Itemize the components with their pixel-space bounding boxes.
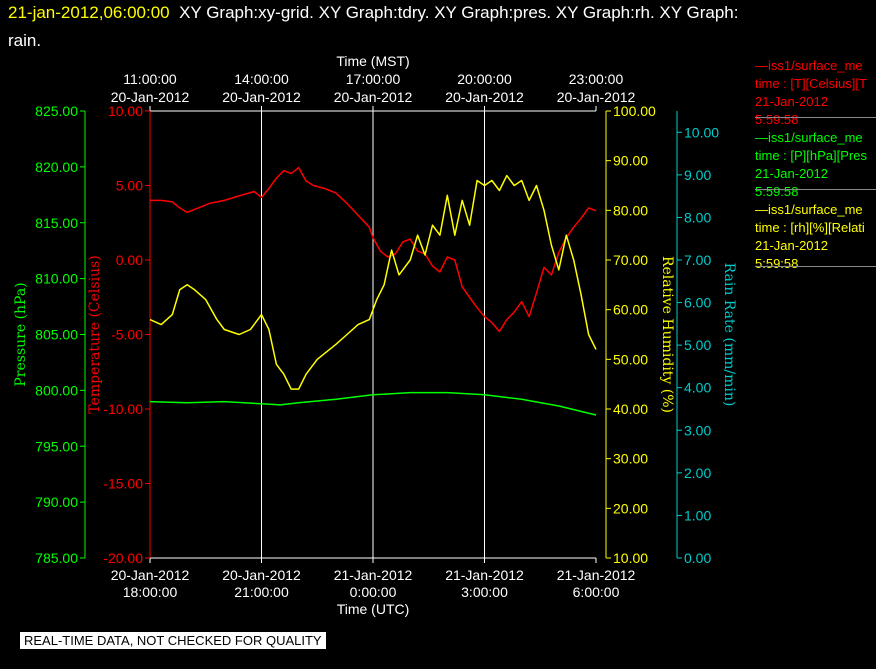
legend-line: —iss1/surface_me (755, 130, 863, 145)
top-axis-tick-label: 20-Jan-2012 (334, 89, 413, 105)
bottom-axis-tick-label: 20-Jan-2012 (222, 567, 301, 583)
top-axis-tick-label: 20-Jan-2012 (222, 89, 301, 105)
pressure-axis-tick-label: 790.00 (35, 494, 78, 510)
pressure-axis-tick-label: 815.00 (35, 215, 78, 231)
rain-axis-tick-label: 4.00 (684, 380, 711, 396)
top-axis-tick-label: 23:00:00 (569, 71, 624, 87)
quality-notice: REAL-TIME DATA, NOT CHECKED FOR QUALITY (20, 632, 326, 649)
rain-axis-tick-label: 3.00 (684, 422, 711, 438)
legend-time: 5:59:58 (755, 256, 799, 271)
rh-axis-label: Relative Humidity (%) (659, 256, 675, 413)
rh-axis-tick-label: 60.00 (613, 302, 648, 318)
rh-series-line (149, 174, 597, 390)
legend-variable: time : [rh][%][Relati (755, 220, 865, 235)
top-axis-tick-label: 20-Jan-2012 (445, 89, 524, 105)
rain-axis-tick-label: 8.00 (684, 209, 711, 225)
rh-axis-tick-label: 10.00 (613, 550, 648, 566)
legend-divider (755, 117, 876, 118)
pressure-axis-tick-label: 820.00 (35, 159, 78, 175)
top-axis-label: Time (MST) (336, 53, 409, 69)
rh-axis-tick-label: 50.00 (613, 351, 648, 367)
rain-axis-tick-label: 1.00 (684, 507, 711, 523)
rh-axis-tick-label: 70.00 (613, 252, 648, 268)
temperature-axis-tick-label: 10.00 (108, 103, 143, 119)
bottom-axis-tick-label: 20-Jan-2012 (111, 567, 190, 583)
temperature-axis-label: Temperature (Celsius) (87, 255, 103, 413)
rh-axis-tick-label: 90.00 (613, 153, 648, 169)
pressure-axis-tick-label: 795.00 (35, 438, 78, 454)
bottom-axis-tick-label: 21-Jan-2012 (557, 567, 636, 583)
legend-line: —iss1/surface_me (755, 202, 863, 217)
chart-title: 21-jan-2012,06:00:00 XY Graph:xy-grid. X… (8, 3, 738, 23)
top-axis-tick-label: 17:00:00 (346, 71, 401, 87)
legend-date: 21-Jan-2012 (755, 94, 828, 109)
legend-divider (755, 189, 876, 190)
legend-date: 21-Jan-2012 (755, 238, 828, 253)
rh-axis-tick-label: 100.00 (613, 103, 656, 119)
top-axis-tick-label: 20-Jan-2012 (111, 89, 190, 105)
rain-axis-tick-label: 9.00 (684, 167, 711, 183)
top-axis-tick-label: 14:00:00 (234, 71, 289, 87)
bottom-axis-label: Time (UTC) (337, 601, 410, 617)
rh-axis-tick-label: 20.00 (613, 500, 648, 516)
temperature-axis-tick-label: -5.00 (111, 327, 143, 343)
pressure-axis-label: Pressure (hPa) (13, 282, 29, 386)
pressure-series-line (149, 391, 597, 416)
legend-time: 5:59:58 (755, 112, 799, 127)
rain-axis-tick-label: 10.00 (684, 124, 719, 140)
rain-axis-tick-label: 0.00 (684, 550, 711, 566)
temperature-axis-tick-label: -20.00 (103, 550, 143, 566)
legend-date: 21-Jan-2012 (755, 166, 828, 181)
legend-time: 5:59:58 (755, 184, 799, 199)
legend-pressure: —iss1/surface_me time : [P][hPa][Pres 21… (755, 129, 876, 201)
bottom-axis-tick-label: 21-Jan-2012 (334, 567, 413, 583)
rain-axis-tick-label: 2.00 (684, 465, 711, 481)
legend-variable: time : [T][Celsius][T (755, 76, 867, 91)
legend-variable: time : [P][hPa][Pres (755, 148, 867, 163)
bottom-axis-tick-label: 0:00:00 (350, 584, 397, 600)
pressure-axis-tick-label: 800.00 (35, 382, 78, 398)
rain-axis-tick-label: 6.00 (684, 295, 711, 311)
pressure-axis-tick-label: 785.00 (35, 550, 78, 566)
bottom-axis-tick-label: 21:00:00 (234, 584, 289, 600)
top-axis-tick-label: 11:00:00 (123, 71, 177, 87)
rain-axis-label: Rain Rate (mm/min) (721, 263, 737, 407)
rain-axis-tick-label: 7.00 (684, 252, 711, 268)
pressure-axis-tick-label: 825.00 (35, 103, 78, 119)
temperature-axis-tick-label: -15.00 (103, 476, 143, 492)
bottom-axis-tick-label: 21-Jan-2012 (445, 567, 524, 583)
legend-divider (755, 266, 876, 267)
legend-line: —iss1/surface_me (755, 58, 863, 73)
temperature-axis-tick-label: -10.00 (103, 401, 143, 417)
temperature-axis-tick-label: 5.00 (116, 178, 143, 194)
rh-axis-tick-label: 30.00 (613, 451, 648, 467)
pressure-axis-tick-label: 810.00 (35, 271, 78, 287)
legend-rh: —iss1/surface_me time : [rh][%][Relati 2… (755, 201, 876, 273)
temperature-series-line (150, 166, 597, 333)
chart-title-continued: rain. (8, 31, 42, 50)
rh-axis-tick-label: 80.00 (613, 202, 648, 218)
top-axis-tick-label: 20-Jan-2012 (557, 89, 636, 105)
rain-axis-tick-label: 5.00 (684, 337, 711, 353)
bottom-axis-tick-label: 6:00:00 (573, 584, 620, 600)
title-timestamp: 21-jan-2012,06:00:00 (8, 3, 170, 22)
pressure-axis-tick-label: 805.00 (35, 327, 78, 343)
rh-axis-tick-label: 40.00 (613, 401, 648, 417)
top-axis-tick-label: 20:00:00 (457, 71, 512, 87)
title-graph-list: XY Graph:xy-grid. XY Graph:tdry. XY Grap… (179, 3, 739, 22)
bottom-axis-tick-label: 3:00:00 (461, 584, 508, 600)
legend-temperature: —iss1/surface_me time : [T][Celsius][T 2… (755, 57, 876, 129)
temperature-axis-tick-label: 0.00 (116, 252, 143, 268)
bottom-axis-tick-label: 18:00:00 (123, 584, 178, 600)
